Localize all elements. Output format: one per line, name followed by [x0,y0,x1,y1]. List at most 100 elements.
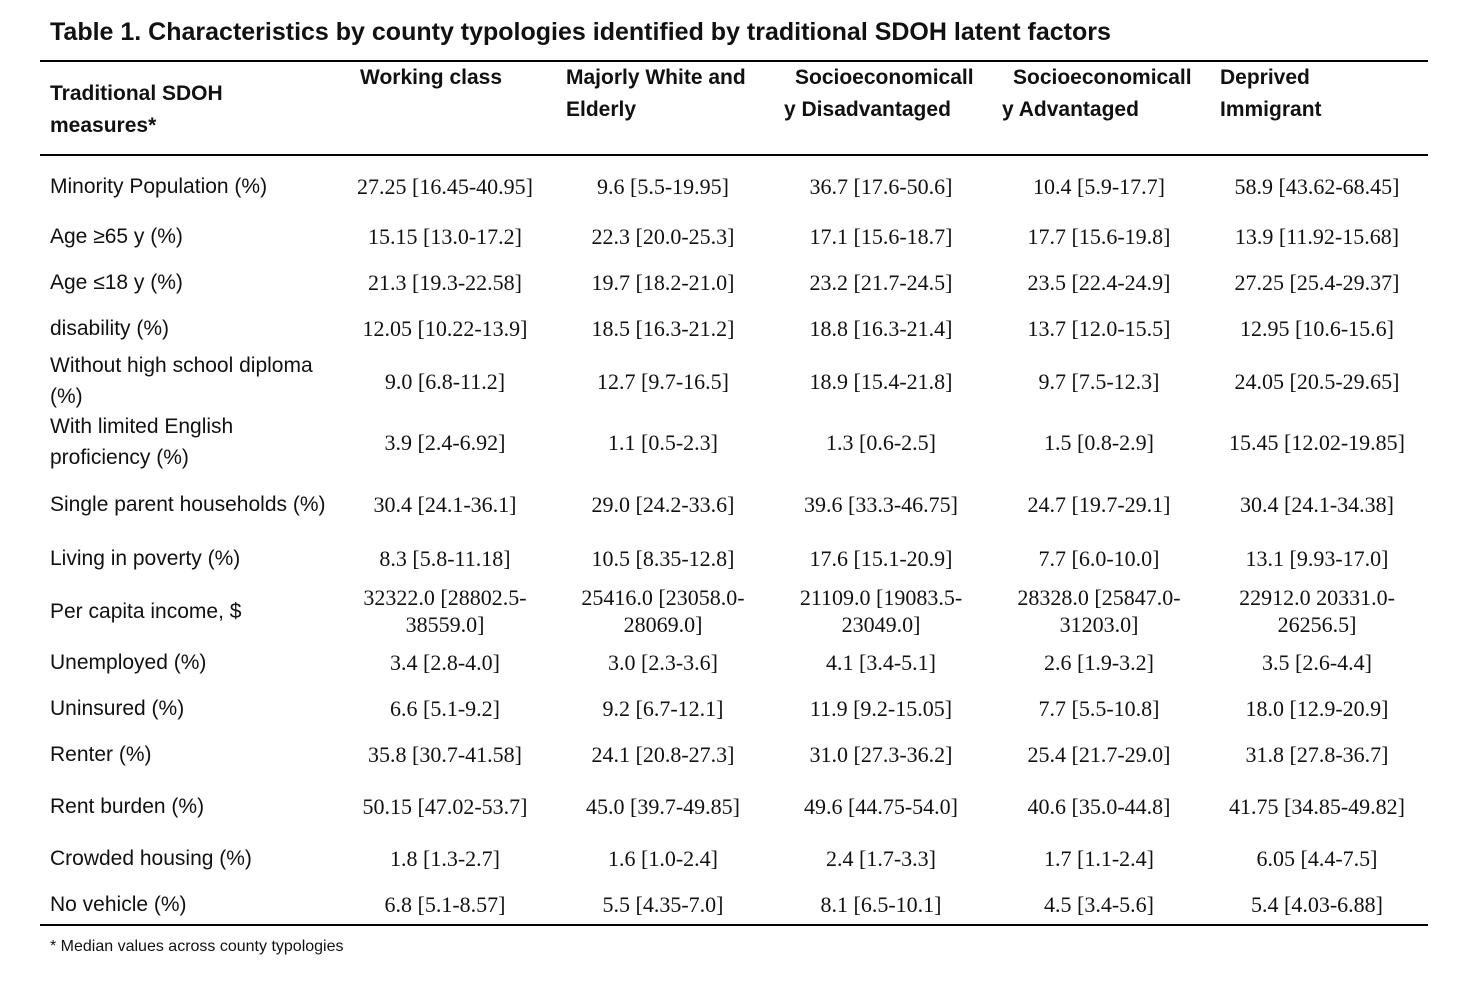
table-cell: 9.6 [5.5-19.95] [597,173,729,199]
table-cell: 6.05 [4.4-7.5] [1256,845,1378,871]
table-cell: 1.3 [0.6-2.5] [826,429,936,455]
row-label: Age ≤18 y (%) [50,270,183,294]
table-cell: 35.8 [30.7-41.58] [368,741,522,767]
table-cell: 9.0 [6.8-11.2] [384,368,506,394]
row-label: Minority Population (%) [50,174,268,198]
table-cell: 3.9 [2.4-6.92] [384,429,506,455]
table-cell: 58.9 [43.62-68.45] [1234,173,1400,199]
table-cell: 23.5 [22.4-24.9] [1027,269,1171,295]
table-cell: 22912.0 20331.0-26256.5] [1239,585,1395,637]
table-cell: 18.5 [16.3-21.2] [591,315,735,341]
table-cell: 13.7 [12.0-15.5] [1027,315,1171,341]
table-cell: 24.1 [20.8-27.3] [591,741,735,767]
table-title: Table 1. Characteristics by county typol… [50,18,1111,46]
table-cell: 7.7 [6.0-10.0] [1038,545,1160,571]
table-cell: 11.9 [9.2-15.05] [809,695,953,721]
table-cell: 18.9 [15.4-21.8] [809,368,953,394]
table-cell: 25.4 [21.7-29.0] [1027,741,1171,767]
table-cell: 1.6 [1.0-2.4] [608,845,718,871]
table-cell: 2.6 [1.9-3.2] [1044,649,1154,675]
table-cell: 12.7 [9.7-16.5] [597,368,729,394]
row-label: Living in poverty (%) [50,546,241,570]
table-cell: 27.25 [16.45-40.95] [357,173,533,199]
table-cell: 17.7 [15.6-19.8] [1027,223,1171,249]
table-cell: 36.7 [17.6-50.6] [809,173,953,199]
column-header-deprived-immigrant: Deprived Immigrant [1220,66,1322,121]
table-cell: 49.6 [44.75-54.0] [804,793,958,819]
table-cell: 3.0 [2.3-3.6] [608,649,718,675]
table-cell: 7.7 [5.5-10.8] [1038,695,1160,721]
table-cell: 1.1 [0.5-2.3] [608,429,718,455]
table-cell: 24.7 [19.7-29.1] [1027,491,1171,517]
table-cell: 17.6 [15.1-20.9] [809,545,953,571]
row-label: Uninsured (%) [50,696,185,720]
row-label: disability (%) [50,316,170,340]
column-header-socioeconomically-advantaged: Socioeconomically Advantaged [1002,66,1192,121]
table-cell: 25416.0 [23058.0-28069.0] [581,585,745,637]
row-label: Crowded housing (%) [50,846,252,870]
table-cell: 21109.0 [19083.5-23049.0] [799,585,963,637]
table-cell: 5.4 [4.03-6.88] [1251,891,1383,917]
table-cell: 21.3 [19.3-22.58] [368,269,522,295]
table-cell: 30.4 [24.1-34.38] [1240,491,1394,517]
table-cell: 15.45 [12.02-19.85] [1229,429,1405,455]
table-cell: 50.15 [47.02-53.7] [362,793,528,819]
table-cell: 6.6 [5.1-9.2] [390,695,500,721]
table-cell: 28328.0 [25847.0-31203.0] [1017,585,1181,637]
table-cell: 13.9 [11.92-15.68] [1234,223,1400,249]
table-cell: 12.95 [10.6-15.6] [1240,315,1394,341]
table-cell: 40.6 [35.0-44.8] [1027,793,1171,819]
table-cell: 9.7 [7.5-12.3] [1038,368,1160,394]
column-header-majorly-white-elderly: Majorly White and Elderly [566,66,746,121]
row-label: No vehicle (%) [50,892,187,916]
table-cell: 8.3 [5.8-11.18] [379,545,511,571]
table-cell: 10.5 [8.35-12.8] [591,545,735,571]
row-label: Per capita income, $ [50,599,242,623]
table-cell: 22.3 [20.0-25.3] [591,223,735,249]
table-cell: 4.1 [3.4-5.1] [826,649,936,675]
table-cell: 18.8 [16.3-21.4] [809,315,953,341]
table-cell: 3.4 [2.8-4.0] [390,649,500,675]
table-cell: 31.8 [27.8-36.7] [1245,741,1389,767]
table-cell: 23.2 [21.7-24.5] [809,269,953,295]
row-label: Unemployed (%) [50,650,207,674]
table-cell: 4.5 [3.4-5.6] [1044,891,1154,917]
table-cell: 2.4 [1.7-3.3] [826,845,936,871]
table-cell: 27.25 [25.4-29.37] [1234,269,1400,295]
row-label: With limited English proficiency (%) [50,415,234,469]
column-header-measure: Traditional SDOH measures* [50,82,223,137]
table-cell: 31.0 [27.3-36.2] [809,741,953,767]
table-cell: 24.05 [20.5-29.65] [1234,368,1400,394]
table-cell: 18.0 [12.9-20.9] [1245,695,1389,721]
table-cell: 17.1 [15.6-18.7] [809,223,953,249]
table-cell: 8.1 [6.5-10.1] [820,891,942,917]
table-cell: 13.1 [9.93-17.0] [1245,545,1389,571]
column-header-working-class: Working class [360,66,502,89]
header-rule [40,154,1428,156]
table-bottom-rule [40,924,1428,926]
table-cell: 39.6 [33.3-46.75] [804,491,958,517]
table-cell: 45.0 [39.7-49.85] [586,793,740,819]
table-cell: 1.5 [0.8-2.9] [1044,429,1154,455]
table-cell: 1.7 [1.1-2.4] [1044,845,1154,871]
row-label: Single parent households (%) [50,492,326,516]
table-cell: 19.7 [18.2-21.0] [591,269,735,295]
table-cell: 6.8 [5.1-8.57] [384,891,506,917]
table-cell: 9.2 [6.7-12.1] [602,695,724,721]
table-cell: 12.05 [10.22-13.9] [362,315,528,341]
table-cell: 1.8 [1.3-2.7] [390,845,500,871]
column-header-socioeconomically-disadvantaged: Socioeconomically Disadvantaged [784,66,974,121]
table-cell: 5.5 [4.35-7.0] [602,891,724,917]
row-label: Without high school diploma (%) [50,354,313,408]
table-cell: 15.15 [13.0-17.2] [368,223,522,249]
table-top-rule [40,60,1428,62]
table-cell: 30.4 [24.1-36.1] [373,491,517,517]
table-footnote: * Median values across county typologies [50,938,344,955]
table-cell: 3.5 [2.6-4.4] [1262,649,1372,675]
row-label: Renter (%) [50,742,152,766]
table-cell: 41.75 [34.85-49.82] [1229,793,1405,819]
row-label: Age ≥65 y (%) [50,224,183,248]
table-cell: 29.0 [24.2-33.6] [591,491,735,517]
table-cell: 10.4 [5.9-17.7] [1033,173,1165,199]
row-label: Rent burden (%) [50,794,205,818]
